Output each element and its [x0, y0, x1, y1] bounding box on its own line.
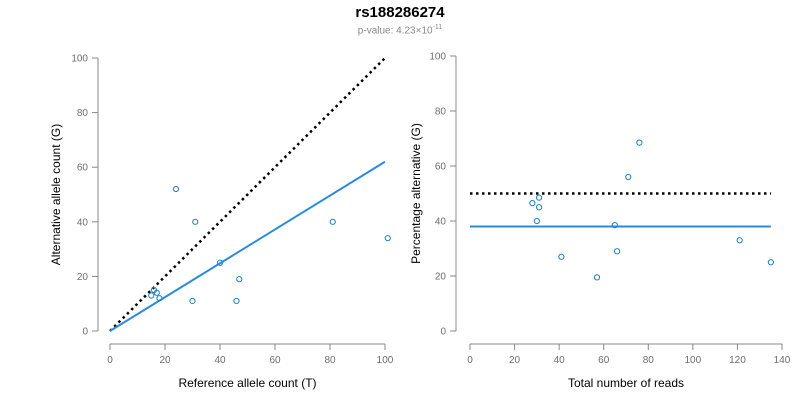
data-point	[558, 253, 565, 260]
data-point	[384, 235, 391, 242]
y-tick-label: 20	[77, 272, 89, 283]
x-tick-label: 60	[598, 355, 610, 366]
data-point	[736, 237, 743, 244]
fit-line	[109, 160, 386, 332]
data-point	[611, 222, 618, 229]
x-axis-label: Total number of reads	[568, 376, 684, 390]
y-tick-label: 60	[77, 163, 89, 174]
y-tick-label: 80	[435, 107, 447, 118]
p-value-exponent: -11	[432, 24, 443, 31]
y-tick-label: 80	[77, 108, 89, 119]
x-tick-label: 20	[159, 355, 171, 366]
x-axis-label: Reference allele count (T)	[178, 376, 316, 390]
data-point	[625, 173, 632, 181]
y-tick-label: 0	[440, 327, 446, 338]
x-tick-label: 60	[269, 355, 281, 366]
x-tick-label: 20	[509, 355, 521, 366]
x-tick-label: 120	[729, 355, 746, 366]
x-tick-label: 40	[214, 355, 226, 366]
data-point	[153, 289, 160, 296]
data-point	[636, 139, 643, 146]
data-point	[529, 200, 536, 207]
x-tick-label: 80	[643, 355, 655, 366]
y-tick-label: 40	[77, 217, 89, 228]
x-tick-label: 100	[685, 355, 702, 366]
data-point	[535, 194, 543, 201]
data-point	[233, 297, 240, 305]
chart-title: rs188286274	[355, 4, 445, 21]
x-tick-label: 80	[324, 355, 336, 366]
y-tick-label: 100	[429, 52, 446, 63]
data-point	[148, 292, 155, 299]
x-tick-label: 40	[554, 355, 566, 366]
data-point	[192, 218, 199, 225]
x-tick-label: 140	[774, 355, 791, 366]
y-tick-label: 0	[82, 327, 88, 338]
left-scatter-panel: 0 20 40 60 80 100 0 20 40 60 80 100 Reference allele…	[49, 54, 394, 391]
data-point	[172, 185, 180, 193]
y-axis-label: Percentage alternative (G)	[409, 123, 423, 264]
data-point	[216, 259, 224, 266]
data-point	[533, 217, 540, 225]
x-tick-label: 0	[467, 355, 473, 366]
y-axis-label: Alternative allele count (G)	[49, 124, 63, 265]
p-value-text: p-value: 4.23×10	[357, 25, 433, 37]
y-tick-label: 40	[435, 217, 447, 228]
chart-subtitle: p-value: 4.23×10-11	[0, 24, 800, 36]
data-point	[593, 274, 601, 281]
y-tick-label: 100	[71, 54, 88, 65]
y-tick-label: 60	[435, 162, 447, 173]
x-tick-label: 0	[107, 355, 113, 366]
data-point	[156, 295, 163, 302]
data-point	[535, 204, 543, 211]
data-point	[189, 297, 196, 305]
data-point	[236, 276, 243, 283]
y-tick-label: 20	[435, 272, 447, 283]
data-point	[613, 248, 621, 255]
data-point	[767, 259, 774, 266]
x-tick-label: 100	[377, 355, 394, 366]
data-point	[329, 218, 336, 225]
reference-line	[109, 57, 386, 332]
